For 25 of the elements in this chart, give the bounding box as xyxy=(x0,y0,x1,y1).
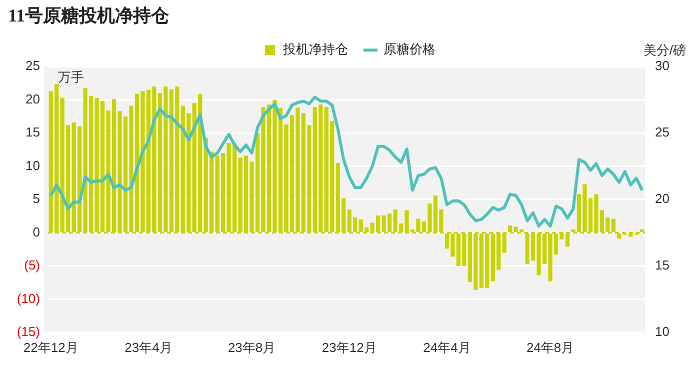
x-tick-label: 22年12月 xyxy=(23,340,78,355)
x-tick-label: 23年4月 xyxy=(124,340,172,355)
y-tick-label: (10) xyxy=(16,290,40,306)
y-tick-label: (15) xyxy=(16,324,40,339)
y2-tick-label: 10 xyxy=(655,324,670,339)
y-tick-label: 0 xyxy=(32,224,40,240)
y-tick-label: 10 xyxy=(26,158,40,173)
x-tick-label: 24年4月 xyxy=(423,340,471,355)
x-tick-label: 23年12月 xyxy=(322,340,377,355)
y2-axis-title: 美分/磅 xyxy=(643,42,686,58)
legend-label: 原糖价格 xyxy=(384,42,436,57)
chart-title: 11号原糖投机净持仓 xyxy=(8,5,170,26)
y-tick-label: 20 xyxy=(26,91,40,106)
y-tick-label: 25 xyxy=(26,58,40,74)
y-tick-label: (5) xyxy=(24,258,40,273)
y2-tick-label: 25 xyxy=(655,124,670,140)
x-tick-label: 23年8月 xyxy=(228,340,276,355)
y-tick-label: 15 xyxy=(26,124,40,140)
legend-label: 投机净持仓 xyxy=(282,42,348,57)
x-tick-label: 24年8月 xyxy=(526,340,574,355)
y-axis-title: 万手 xyxy=(58,70,84,85)
y2-tick-label: 20 xyxy=(655,191,670,206)
y2-tick-label: 15 xyxy=(655,258,670,273)
y2-tick-label: 30 xyxy=(655,58,670,74)
y-tick-label: 5 xyxy=(32,191,40,206)
